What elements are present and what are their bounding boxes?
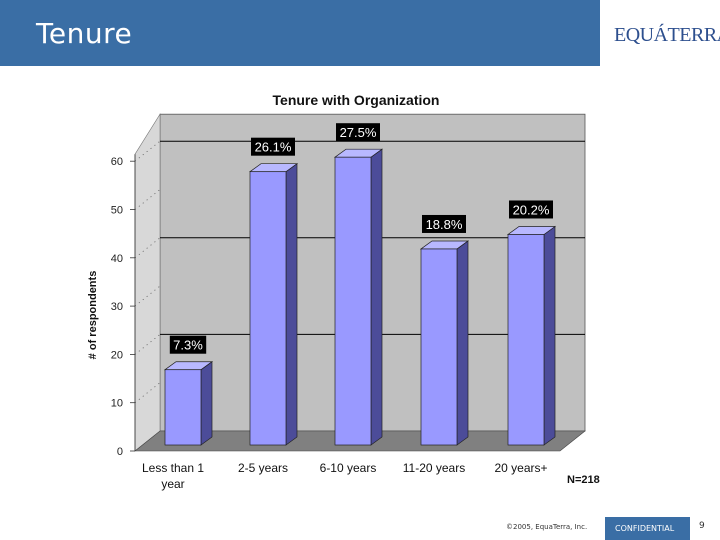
sample-size-note: N=218: [567, 474, 600, 486]
bar: [334, 156, 372, 446]
bar-side: [285, 163, 298, 446]
x-tick-label: 2-5 years: [238, 461, 288, 475]
x-tick-label: year: [161, 477, 184, 491]
header-bar: Tenure EQUÁTERRA: [0, 0, 720, 66]
gridline-side: [134, 334, 161, 355]
gridline-side: [134, 237, 161, 259]
y-tick-label: 30: [111, 301, 123, 313]
data-label: 18.8%: [426, 217, 463, 232]
slide-title: Tenure: [36, 17, 133, 50]
bar: [507, 234, 545, 446]
y-tick-label: 50: [111, 205, 123, 217]
bar-side: [200, 361, 213, 446]
logo: EQUÁTERRA: [600, 0, 720, 66]
data-label-box: [336, 123, 380, 142]
y-tick-label: 20: [111, 349, 123, 361]
y-tick-label: 10: [111, 398, 123, 410]
y-tick-label: 40: [111, 253, 123, 265]
gridline-side: [134, 382, 161, 404]
data-label-box: [509, 200, 553, 219]
gridline-side: [134, 189, 161, 210]
x-tick-label: 11-20 years: [403, 461, 465, 475]
confidential-label: CONFIDENTIAL: [615, 524, 675, 533]
data-label: 26.1%: [255, 140, 292, 155]
bar-side: [543, 225, 556, 446]
bar: [164, 369, 202, 446]
bar: [420, 248, 458, 446]
confidential-badge: CONFIDENTIAL: [605, 517, 690, 540]
chart-title-wrap: Tenure with Organization: [0, 92, 720, 110]
data-label-box: [422, 214, 466, 233]
copyright-text: ©2005, EquaTerra, Inc.: [506, 523, 588, 531]
y-tick-label: 60: [111, 156, 123, 168]
data-label: 20.2%: [513, 202, 550, 217]
data-label-box: [251, 137, 295, 156]
x-tick-label: Less than 1: [142, 461, 204, 475]
data-label: 27.5%: [340, 125, 377, 140]
chart-title: Tenure with Organization: [272, 92, 440, 108]
page-number: 9: [699, 521, 705, 531]
bar-side: [456, 240, 469, 446]
x-tick-label: 20 years+: [494, 461, 547, 475]
bar-side: [370, 148, 383, 446]
gridline-side: [134, 140, 161, 162]
y-axis-label: # of respondents: [87, 271, 99, 360]
logo-text: EQUÁTERRA: [614, 24, 720, 46]
data-label: 7.3%: [173, 338, 203, 353]
x-tick-label: 6-10 years: [320, 461, 377, 475]
gridline-side: [134, 285, 161, 307]
bar: [249, 171, 287, 446]
chart-side-wall: [134, 113, 161, 452]
y-tick-label: 0: [117, 446, 123, 458]
data-label-box: [169, 335, 207, 354]
